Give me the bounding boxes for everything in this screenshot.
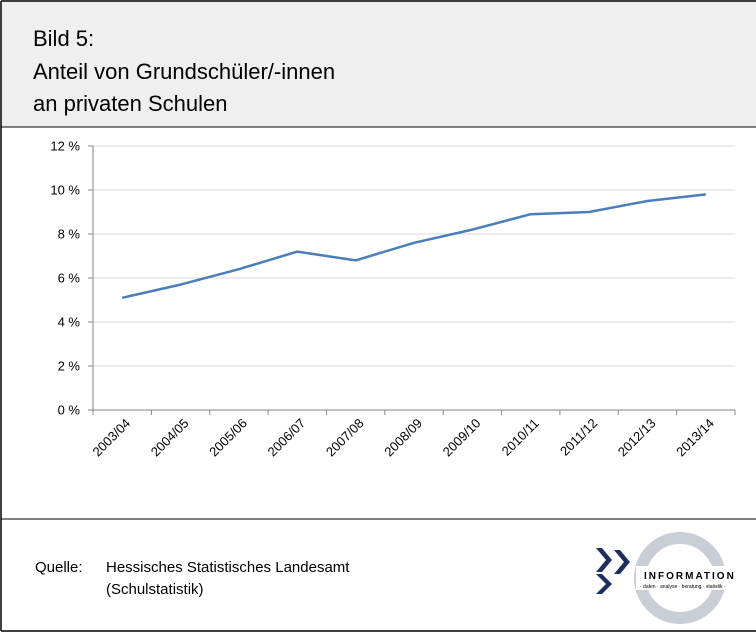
y-tick-label: 2 % [58, 359, 81, 374]
x-tick-label: 2003/04 [89, 416, 133, 460]
logo-band [636, 566, 756, 590]
y-tick-label: 10 % [50, 183, 80, 198]
logo-chevron [614, 550, 630, 574]
title-line: an privaten Schulen [33, 91, 227, 116]
y-tick-label: 4 % [58, 315, 81, 330]
x-tick-label: 2007/08 [323, 416, 367, 460]
source-text: Hessisches Statistisches Landesamt [106, 559, 350, 576]
source-text: (Schulstatistik) [106, 581, 204, 598]
x-tick-label: 2011/12 [557, 416, 600, 459]
x-tick-label: 2012/13 [615, 416, 659, 460]
x-tick-label: 2004/05 [148, 416, 192, 460]
y-tick-label: 6 % [58, 271, 81, 286]
y-tick-label: 8 % [58, 227, 81, 242]
logo-text: INFORMATION [644, 571, 736, 582]
header-background [1, 1, 756, 127]
source-label: Quelle: [35, 559, 83, 576]
plot: 0 % 2 % 4 % 6 % 8 % 10 % 12 % 2003/04 2004/05 200… [50, 139, 736, 460]
title-line: Bild 5: [33, 26, 94, 51]
x-tick-label: 2009/10 [440, 416, 484, 460]
x-tick-label: 2008/09 [381, 416, 425, 460]
x-tick-label: 2013/14 [673, 416, 717, 460]
y-tick-label: 12 % [50, 139, 80, 154]
y-tick-label: 0 % [58, 403, 81, 418]
logo-chevron [596, 574, 612, 594]
title-line: Anteil von Grundschüler/-innen [33, 59, 335, 84]
x-tick-label: 2005/06 [206, 416, 250, 460]
x-tick-label: 2006/07 [265, 416, 309, 460]
logo: INFORMATION · daten · analyse · beratung… [596, 532, 756, 624]
x-tick-label: 2010/11 [499, 416, 542, 459]
data-line [121, 193, 706, 300]
logo-chevron [596, 548, 612, 572]
logo-tagline: · daten · analyse · beratung · statistik… [640, 584, 726, 590]
